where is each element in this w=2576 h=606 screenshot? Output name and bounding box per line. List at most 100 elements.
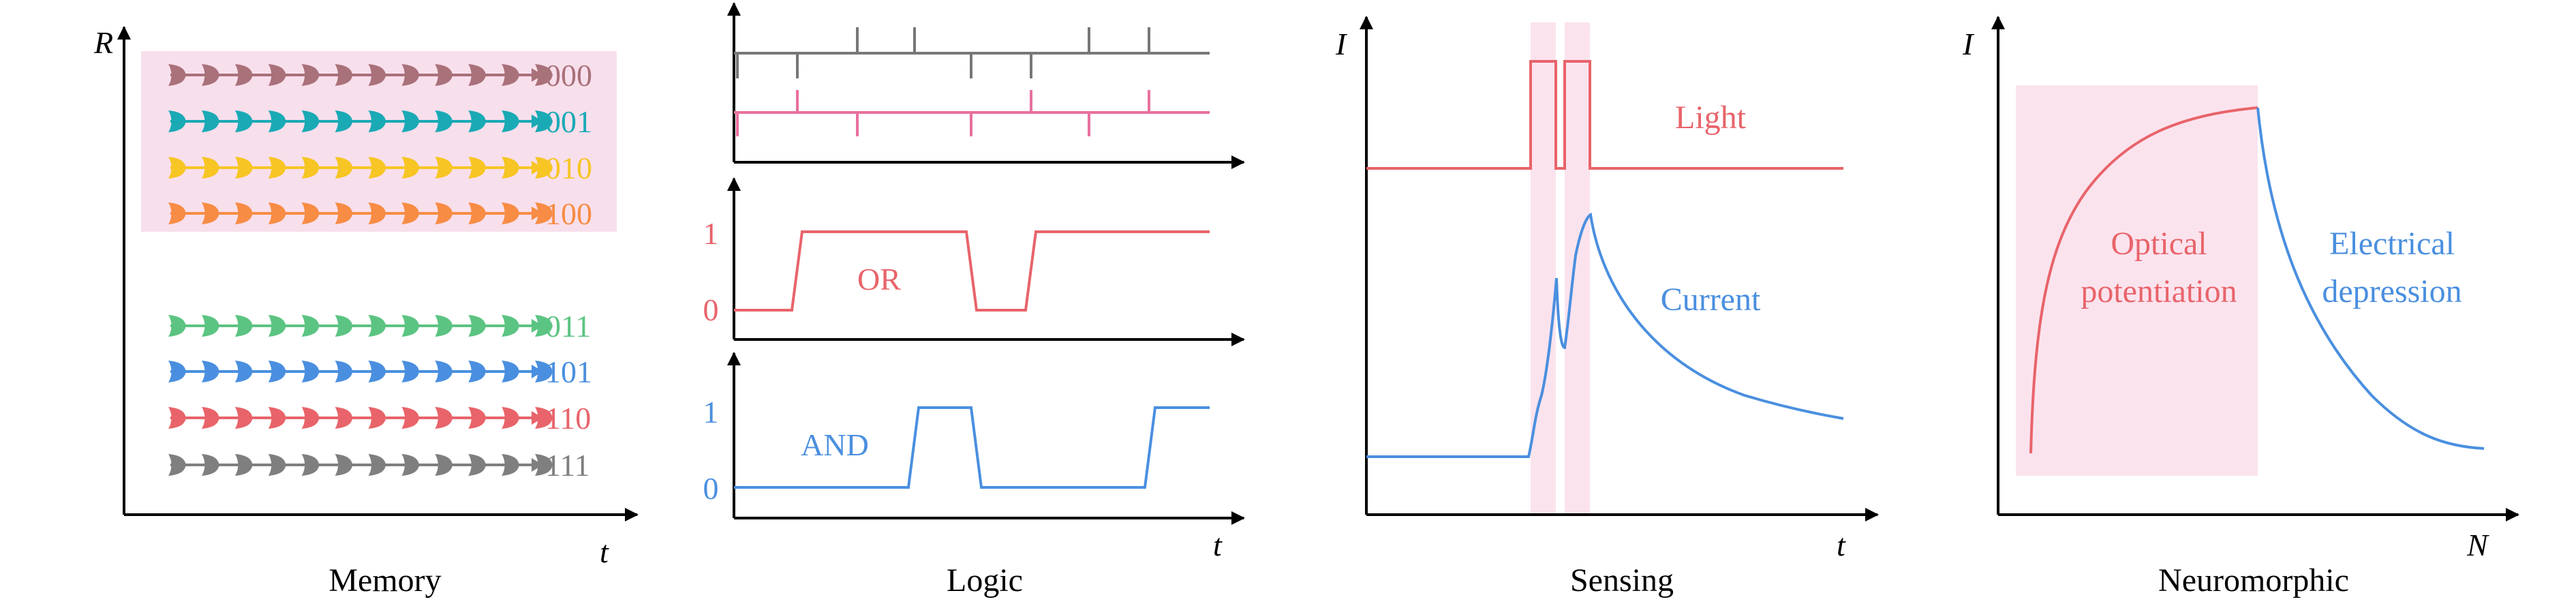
memory-state-marker — [502, 361, 520, 382]
memory-state-marker — [435, 454, 453, 476]
memory-state-marker — [234, 64, 253, 86]
memory-state-marker — [301, 407, 320, 429]
memory-state-marker — [201, 110, 219, 132]
memory-state-marker — [268, 454, 286, 476]
memory-state-marker — [335, 407, 353, 429]
neuromorphic-depression-curve — [2256, 107, 2485, 450]
memory-state-marker — [268, 315, 286, 337]
sensing-light-trace — [1366, 60, 1843, 170]
memory-state-marker — [201, 361, 219, 382]
neuromorphic-x-axis-label: N — [2466, 528, 2489, 562]
memory-state-marker — [502, 157, 520, 179]
memory-state-marker — [535, 407, 553, 429]
memory-state-marker — [535, 202, 553, 224]
memory-state-marker — [234, 202, 253, 224]
memory-state-row-100: 100 — [168, 196, 592, 231]
memory-state-marker — [201, 202, 219, 224]
logic-or-tick-zero: 0 — [703, 292, 719, 327]
memory-state-marker — [435, 361, 453, 382]
memory-state-marker — [201, 454, 219, 476]
memory-state-marker — [335, 202, 353, 224]
memory-state-marker — [468, 110, 487, 132]
memory-state-marker — [468, 64, 487, 86]
logic-and-label: AND — [801, 427, 869, 462]
logic-input-a-train — [734, 27, 1210, 78]
logic-or-output-trace — [734, 230, 1210, 312]
memory-state-marker — [268, 64, 286, 86]
memory-state-code: 001 — [545, 104, 592, 139]
memory-state-marker — [201, 407, 219, 429]
memory-state-marker — [368, 315, 386, 337]
memory-state-marker — [335, 64, 353, 86]
memory-state-marker — [368, 407, 386, 429]
memory-state-marker — [401, 64, 420, 86]
memory-state-marker — [301, 361, 320, 382]
memory-state-marker — [301, 64, 320, 86]
memory-state-marker — [435, 64, 453, 86]
memory-state-marker — [502, 110, 520, 132]
memory-state-row-010: 010 — [168, 151, 592, 185]
memory-state-marker — [234, 407, 253, 429]
memory-state-marker — [368, 110, 386, 132]
memory-state-code: 101 — [545, 354, 592, 389]
neuromorphic-optical-label-line1: Optical — [2111, 226, 2207, 262]
memory-state-marker — [435, 202, 453, 224]
memory-state-marker — [468, 202, 487, 224]
memory-state-arrowhead — [532, 68, 543, 82]
memory-state-marker — [468, 315, 487, 337]
memory-state-marker — [301, 202, 320, 224]
memory-state-marker — [502, 64, 520, 86]
memory-state-marker — [168, 202, 186, 224]
memory-panel: R t 000 001 010 100 011 101 110 111 Memory — [93, 25, 639, 599]
memory-state-marker — [234, 361, 253, 382]
memory-state-rows: 000 001 010 100 011 101 110 111 — [168, 58, 592, 483]
memory-state-marker — [301, 157, 320, 179]
memory-state-marker — [201, 315, 219, 337]
memory-state-marker — [301, 110, 320, 132]
memory-state-marker — [401, 315, 420, 337]
neuromorphic-caption: Neuromorphic — [2158, 562, 2349, 599]
memory-state-marker — [435, 315, 453, 337]
memory-state-marker — [468, 407, 487, 429]
memory-state-marker — [535, 110, 553, 132]
memory-state-marker — [234, 157, 253, 179]
memory-state-marker — [335, 361, 353, 382]
memory-state-marker — [268, 407, 286, 429]
neuromorphic-electrical-label-line2: depression — [2322, 273, 2462, 309]
memory-state-marker — [535, 361, 553, 382]
logic-caption: Logic — [947, 562, 1023, 599]
memory-state-marker — [168, 157, 186, 179]
memory-state-marker — [368, 454, 386, 476]
memory-state-marker — [301, 454, 320, 476]
neuromorphic-y-axis-label: I — [1962, 27, 1975, 61]
memory-state-marker — [234, 454, 253, 476]
memory-caption: Memory — [328, 562, 441, 599]
memory-state-marker — [335, 315, 353, 337]
memory-state-marker — [435, 407, 453, 429]
memory-state-marker — [268, 157, 286, 179]
memory-state-code: 011 — [545, 309, 591, 344]
memory-state-marker — [368, 361, 386, 382]
sensing-light-label: Light — [1675, 100, 1747, 136]
memory-state-marker — [535, 454, 553, 476]
memory-state-marker — [201, 64, 219, 86]
memory-state-arrowhead — [532, 319, 543, 333]
memory-state-marker — [435, 157, 453, 179]
memory-state-marker — [168, 64, 186, 86]
memory-state-code: 100 — [545, 196, 592, 231]
memory-state-marker — [468, 361, 487, 382]
logic-input-b-train — [734, 90, 1210, 136]
memory-state-row-011: 011 — [168, 309, 591, 344]
neuromorphic-panel: Optical potentiation Electrical depressi… — [1962, 16, 2519, 599]
memory-state-arrowhead — [532, 115, 543, 128]
memory-state-arrowhead — [532, 411, 543, 425]
sensing-current-trace — [1366, 212, 1844, 458]
memory-state-marker — [234, 110, 253, 132]
memory-state-marker — [468, 157, 487, 179]
sensing-pulse-highlight-2 — [1565, 22, 1590, 515]
memory-state-marker — [335, 454, 353, 476]
memory-state-marker — [168, 361, 186, 382]
memory-state-marker — [502, 202, 520, 224]
